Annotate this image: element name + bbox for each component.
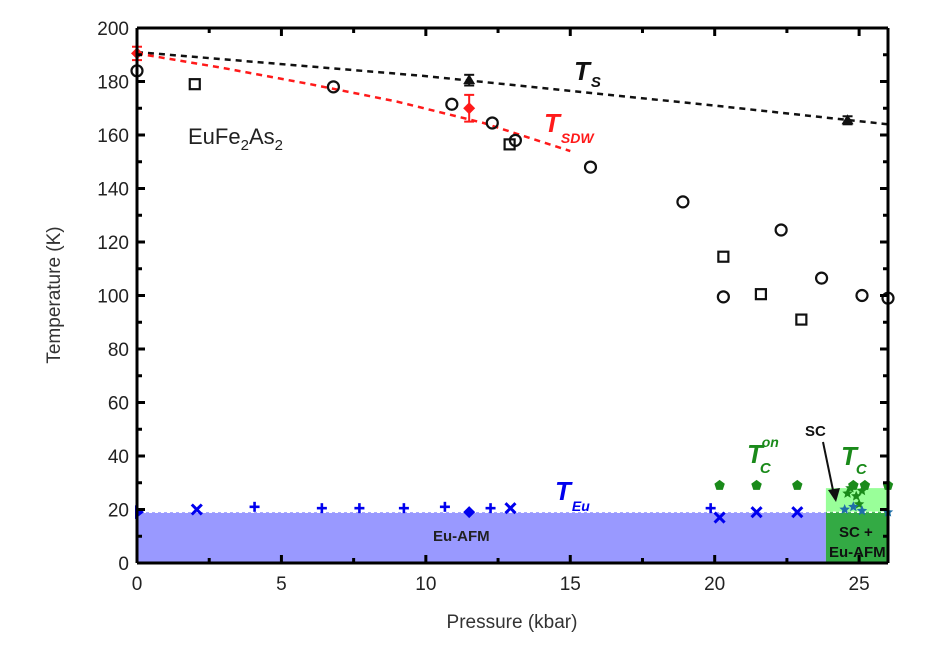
point-t-eu-plus bbox=[316, 503, 327, 514]
y-tick-label: 80 bbox=[108, 340, 129, 361]
compound-label: EuFe2As2 bbox=[188, 124, 283, 154]
y-tick-label: 200 bbox=[97, 19, 129, 40]
point-tc-onset bbox=[714, 479, 725, 490]
point-tc-blue bbox=[848, 501, 859, 512]
point-open-circles bbox=[326, 80, 341, 94]
point-t-eu-crosses bbox=[713, 511, 726, 524]
y-axis-title: Temperature (K) bbox=[44, 226, 65, 363]
x-tick-label: 5 bbox=[276, 574, 287, 595]
point-open-squares bbox=[717, 250, 730, 263]
point-open-circles bbox=[583, 160, 598, 174]
point-t-eu-plus bbox=[354, 503, 365, 514]
point-open-circles bbox=[855, 288, 869, 303]
y-tick-label: 60 bbox=[108, 394, 129, 415]
x-tick-label: 25 bbox=[849, 574, 870, 595]
point-open-squares bbox=[795, 313, 808, 326]
point-open-circles bbox=[716, 290, 730, 304]
point-open-circles bbox=[814, 271, 829, 285]
sc-label: SC bbox=[805, 423, 826, 440]
point-t-eu-diamond bbox=[463, 506, 476, 519]
tsdw-label: TSDW bbox=[544, 108, 595, 146]
point-tc-blue bbox=[856, 505, 868, 516]
y-tick-label: 0 bbox=[118, 554, 129, 575]
sc-eu-afm-label-line2: Eu-AFM bbox=[829, 544, 886, 561]
y-tick-label: 140 bbox=[97, 180, 129, 201]
x-tick-label: 10 bbox=[415, 574, 436, 595]
point-t-eu-crosses bbox=[190, 503, 203, 516]
point-open-circles bbox=[774, 223, 788, 237]
x-axis-title: Pressure (kbar) bbox=[447, 612, 578, 633]
point-tc bbox=[856, 485, 868, 496]
y-tick-label: 180 bbox=[97, 73, 129, 94]
point-tc bbox=[845, 482, 856, 493]
y-tick-label: 100 bbox=[97, 287, 129, 308]
point-t-eu-crosses bbox=[791, 506, 804, 519]
point-t-eu-plus bbox=[439, 501, 450, 512]
tc-onset-label: TCon bbox=[747, 434, 779, 477]
point-t-s-triangles bbox=[463, 74, 476, 85]
point-t-sdw-diamond bbox=[463, 102, 476, 115]
line-t-s bbox=[137, 50, 888, 126]
point-open-squares bbox=[188, 78, 201, 91]
point-t-eu-plus bbox=[705, 503, 716, 514]
ts-label: TS bbox=[574, 56, 601, 91]
tc-label: TC bbox=[841, 441, 868, 478]
point-t-eu-crosses bbox=[750, 506, 763, 519]
x-tick-label: 0 bbox=[132, 574, 143, 595]
point-t-eu-plus bbox=[485, 503, 496, 514]
point-open-circles bbox=[485, 116, 499, 130]
point-open-squares bbox=[754, 288, 768, 301]
point-t-eu-plus bbox=[398, 503, 409, 514]
y-tick-label: 40 bbox=[108, 447, 129, 468]
point-t-s-triangles bbox=[841, 114, 854, 125]
y-tick-label: 120 bbox=[97, 233, 129, 254]
point-open-circles bbox=[445, 97, 459, 111]
point-tc bbox=[842, 487, 853, 498]
x-tick-label: 15 bbox=[560, 574, 581, 595]
teu-label: TEu bbox=[555, 476, 590, 514]
point-open-squares bbox=[503, 138, 516, 151]
y-tick-label: 160 bbox=[97, 126, 129, 147]
point-t-eu-plus bbox=[249, 501, 260, 512]
sc-eu-afm-label-line1: SC + bbox=[839, 524, 873, 541]
point-t-eu-crosses bbox=[504, 502, 517, 515]
point-open-circles bbox=[676, 195, 690, 209]
x-tick-label: 20 bbox=[704, 574, 725, 595]
region-eu-afm bbox=[137, 512, 826, 563]
point-tc-blue bbox=[839, 504, 850, 514]
point-tc bbox=[851, 490, 862, 501]
eu-afm-region-label: Eu-AFM bbox=[433, 528, 490, 545]
y-tick-label: 20 bbox=[108, 501, 129, 522]
region-sc-eu-afm bbox=[825, 512, 888, 563]
point-tc-onset bbox=[792, 479, 803, 490]
line-t-sdw bbox=[137, 52, 571, 153]
sc-arrow bbox=[822, 441, 840, 502]
point-tc-onset bbox=[751, 479, 762, 490]
